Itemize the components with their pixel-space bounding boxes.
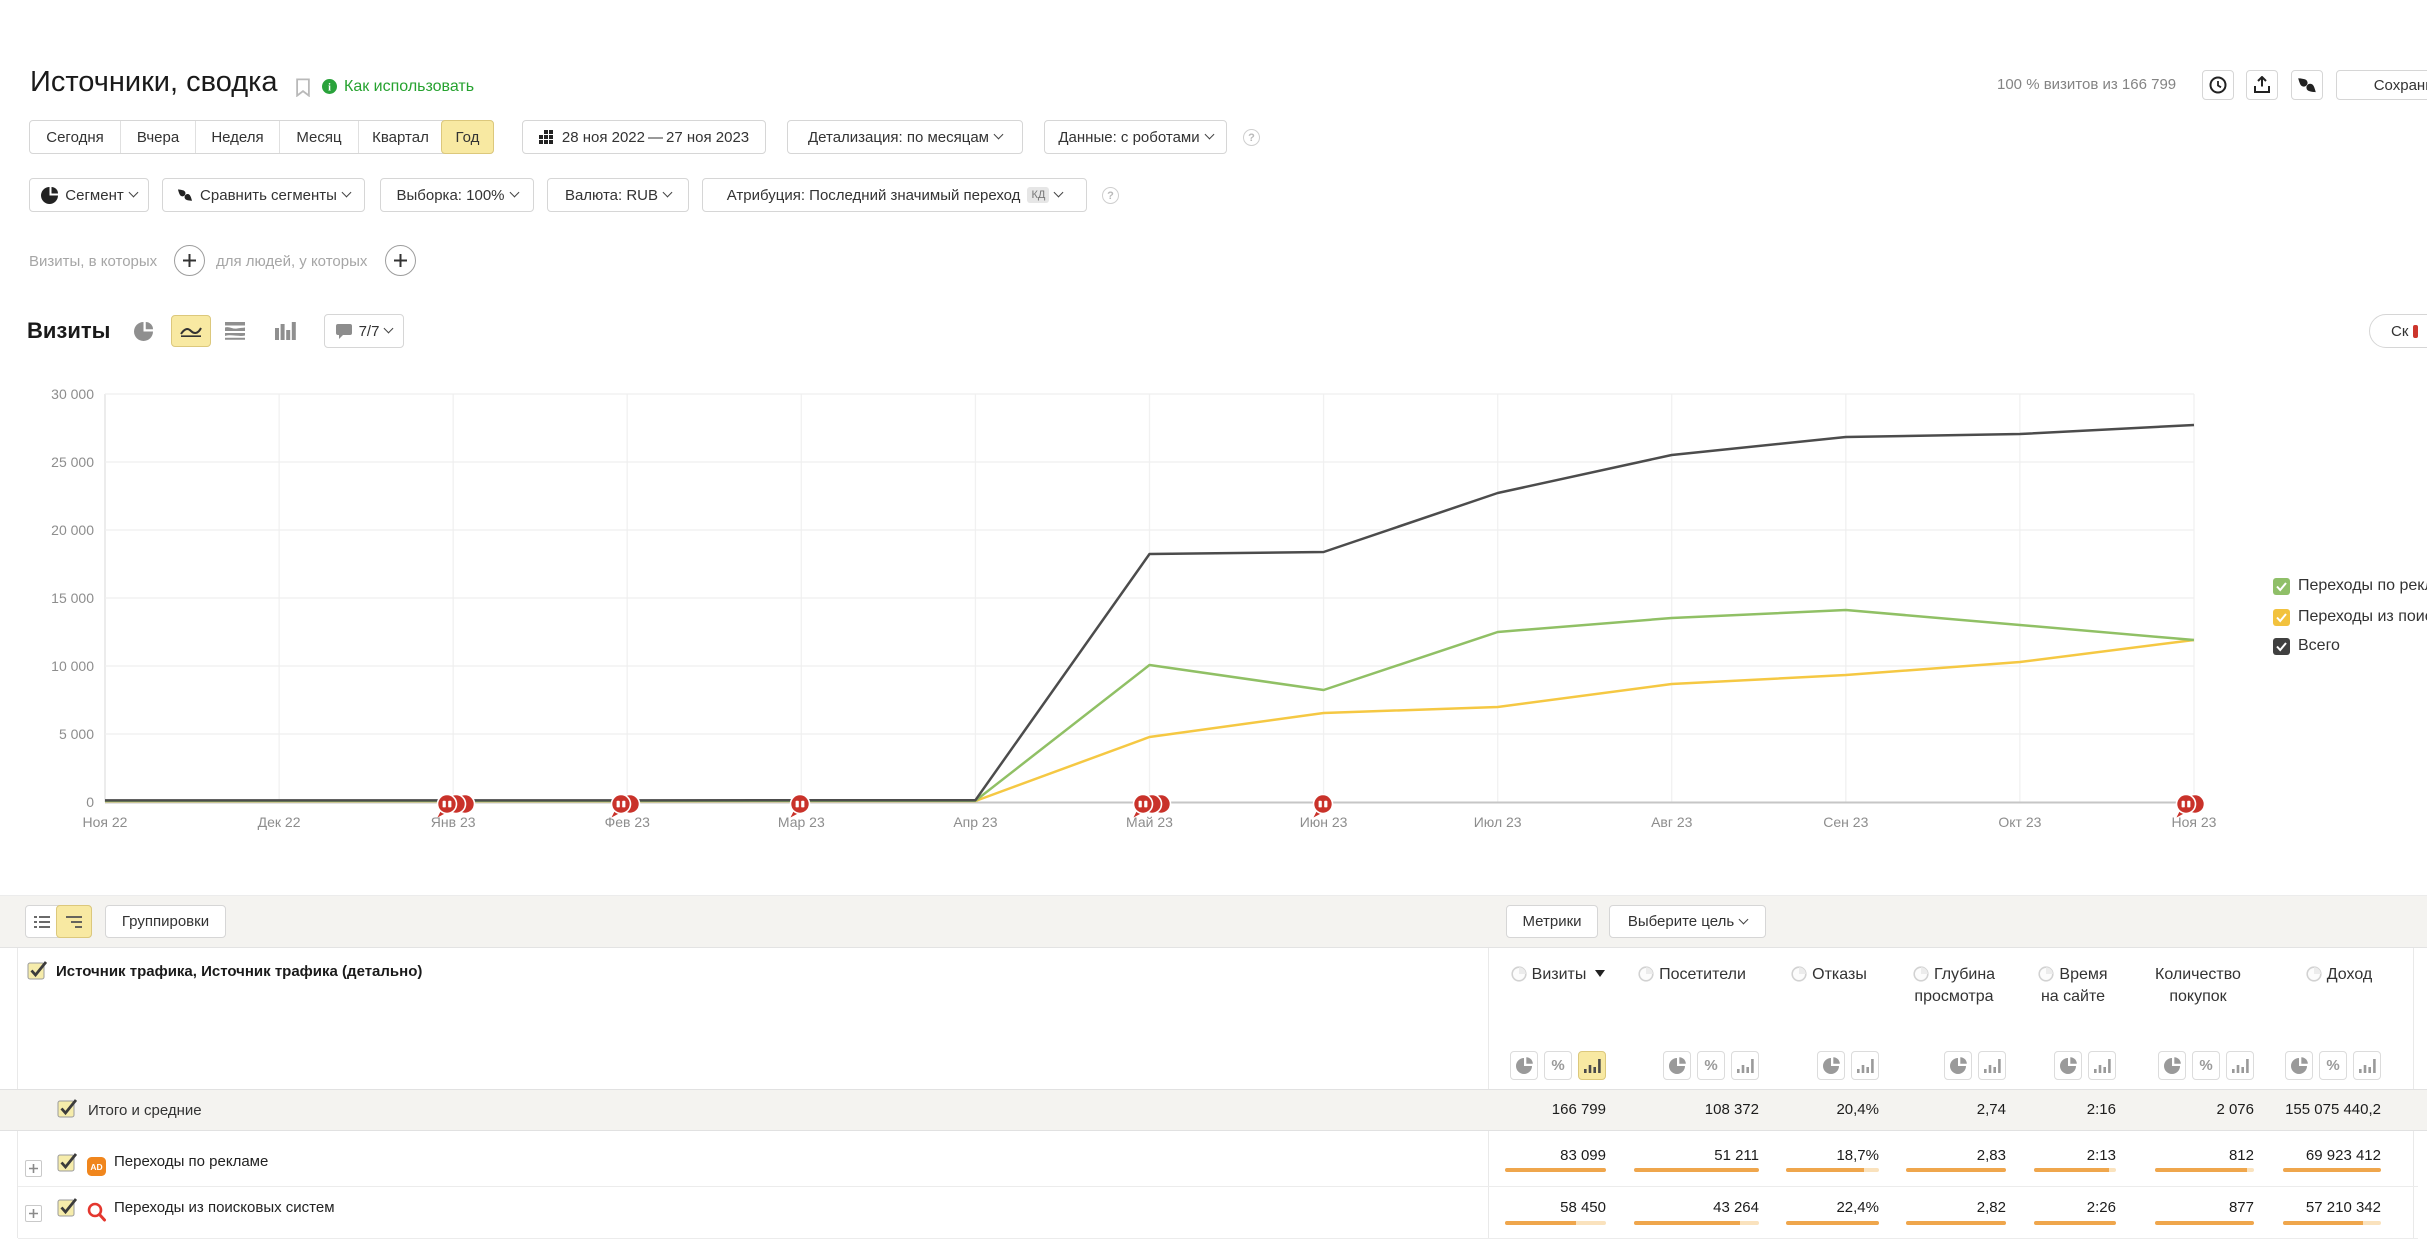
svg-text:Апр 23: Апр 23	[953, 814, 997, 830]
svg-text:Июл 23: Июл 23	[1474, 814, 1522, 830]
svg-text:Ноя 22: Ноя 22	[83, 814, 128, 830]
svg-text:20 000: 20 000	[51, 522, 94, 538]
svg-text:Ноя 23: Ноя 23	[2172, 814, 2217, 830]
svg-text:30 000: 30 000	[51, 386, 94, 402]
svg-text:10 000: 10 000	[51, 658, 94, 674]
svg-text:Янв 23: Янв 23	[431, 814, 476, 830]
svg-text:Июн 23: Июн 23	[1300, 814, 1348, 830]
svg-text:0: 0	[86, 794, 94, 810]
svg-text:25 000: 25 000	[51, 454, 94, 470]
svg-text:Авг 23: Авг 23	[1651, 814, 1693, 830]
svg-text:Дек 22: Дек 22	[258, 814, 301, 830]
svg-text:Май 23: Май 23	[1126, 814, 1173, 830]
svg-text:i: i	[328, 83, 331, 94]
svg-text:Окт 23: Окт 23	[1998, 814, 2041, 830]
svg-text:Сен 23: Сен 23	[1823, 814, 1868, 830]
svg-text:AD: AD	[90, 1162, 102, 1172]
svg-text:15 000: 15 000	[51, 590, 94, 606]
svg-text:5 000: 5 000	[59, 726, 94, 742]
svg-text:Мар 23: Мар 23	[778, 814, 825, 830]
svg-text:Фев 23: Фев 23	[605, 814, 651, 830]
